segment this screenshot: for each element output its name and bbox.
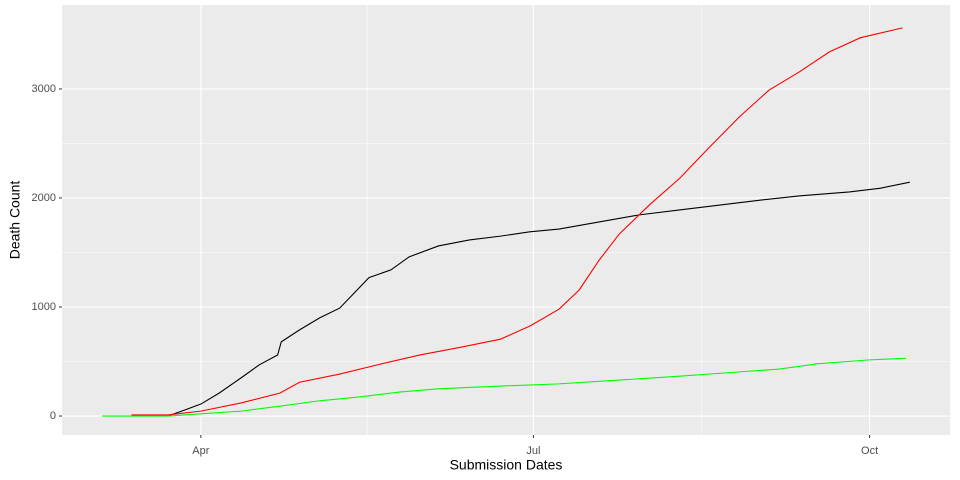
lines [102,27,910,417]
panel [62,5,950,435]
x-tick-label: Jul [526,445,540,457]
series-line [167,181,910,417]
y-axis-title: Death Count [7,181,23,260]
x-tick-label: Apr [192,445,209,457]
y-tick-label: 3000 [32,83,56,95]
y-tick-label: 2000 [32,192,56,204]
x-axis-title: Submission Dates [450,457,563,473]
y-tick-label: 0 [50,410,56,422]
grid [62,5,950,435]
x-tick-label: Oct [861,445,878,457]
series-line [102,357,907,417]
y-tick-label: 1000 [32,301,56,313]
series-line [131,27,903,416]
